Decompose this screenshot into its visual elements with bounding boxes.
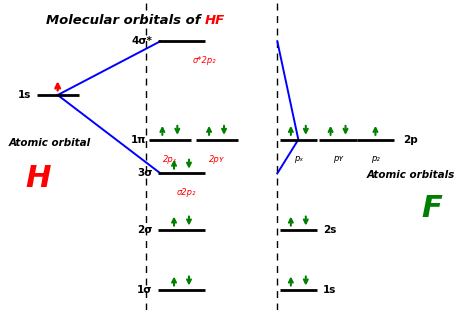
Text: σ*2p₂: σ*2p₂: [193, 56, 217, 65]
Text: σ2p₂: σ2p₂: [176, 188, 196, 197]
Text: 1s: 1s: [323, 285, 336, 295]
Text: Molecular orbitals of: Molecular orbitals of: [46, 13, 205, 27]
Text: 1σ: 1σ: [137, 285, 153, 295]
Text: HF: HF: [205, 13, 225, 27]
Text: 2s: 2s: [323, 225, 336, 235]
Text: 1π: 1π: [131, 135, 146, 145]
Text: 2pₓ: 2pₓ: [163, 155, 177, 164]
Text: Atomic orbital: Atomic orbital: [9, 138, 91, 148]
Text: pₓ: pₓ: [294, 154, 303, 163]
Text: 4σ*: 4σ*: [132, 36, 153, 46]
Text: 3σ: 3σ: [137, 168, 153, 178]
Text: H: H: [25, 163, 50, 192]
Text: p₂: p₂: [371, 154, 380, 163]
Text: 2pʏ: 2pʏ: [209, 155, 225, 164]
Text: 1s: 1s: [18, 90, 31, 100]
Text: pʏ: pʏ: [333, 154, 343, 163]
Text: 2p: 2p: [403, 135, 418, 145]
Text: Atomic orbitals: Atomic orbitals: [366, 170, 455, 180]
Text: 2σ: 2σ: [137, 225, 153, 235]
Text: F: F: [421, 194, 442, 223]
